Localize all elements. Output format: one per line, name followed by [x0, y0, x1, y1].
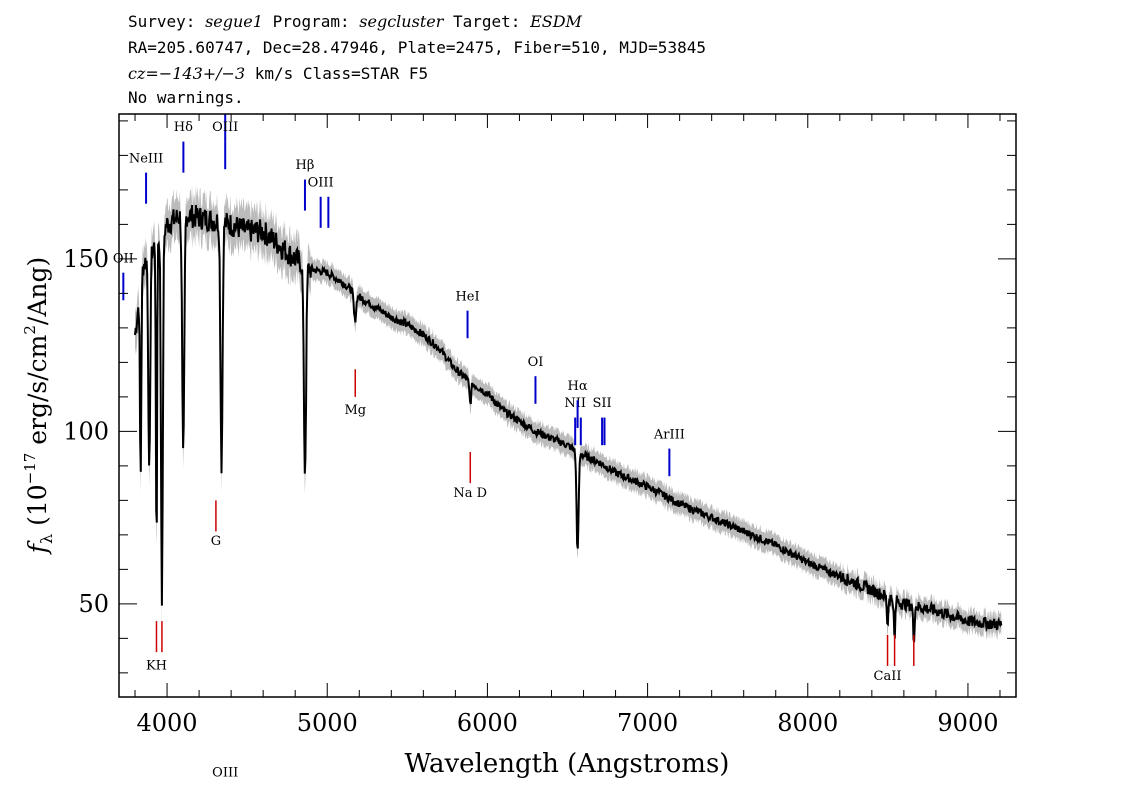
- y-label-square: 2: [21, 325, 39, 335]
- emission-line-label: Hβ: [296, 158, 315, 173]
- cz-value: −143+/−3: [158, 64, 246, 83]
- cz-label: cz=: [128, 64, 159, 83]
- emission-line-label: HeI: [455, 289, 479, 304]
- emission-line-label: OI: [528, 355, 544, 370]
- y-label-f: f: [23, 540, 52, 555]
- y-label-subscript: λ: [37, 534, 56, 544]
- y-tick-label: 150: [63, 245, 109, 273]
- y-label-part-b: erg/s/cm: [23, 334, 52, 452]
- absorption-line-label: Mg: [344, 403, 366, 418]
- absorption-line-label: KH: [146, 658, 167, 673]
- emission-line-label: Hδ: [174, 120, 193, 135]
- y-tick-label: 50: [78, 590, 109, 618]
- x-tick-label: 9000: [937, 709, 998, 737]
- emission-line-label: ArIII: [653, 427, 685, 442]
- plot-frame: [118, 113, 1017, 698]
- header-line-warnings: No warnings.: [128, 88, 244, 107]
- survey-label: Survey:: [128, 12, 196, 31]
- x-tick-label: 6000: [457, 709, 518, 737]
- axis-ticks: 4000 5000 6000 7000 8000 9000 50 100 150: [63, 114, 1016, 737]
- x-tick-label: 4000: [137, 709, 198, 737]
- emission-line-label: OIII: [308, 175, 334, 190]
- header-line-redshift: cz=−143+/−3 km/s Class=STAR F5: [128, 64, 428, 84]
- absorption-line-label: G: [211, 534, 221, 549]
- absorption-line-label: Na D: [453, 486, 487, 501]
- survey-value: segue1: [205, 12, 263, 31]
- error-band-area: [135, 184, 1002, 653]
- program-label: Program:: [272, 12, 350, 31]
- line-markers: OIINeIIIHδOIIIOIIIHβOIIIHeIOINIIHαSIIArI…: [113, 114, 915, 780]
- emission-line-label: NII: [564, 396, 586, 411]
- header-line-survey: Survey: segue1 Program: segcluster Targe…: [128, 12, 582, 32]
- emission-line-label: OIII: [212, 120, 238, 135]
- x-tick-label: 5000: [297, 709, 358, 737]
- spectrum-series: [134, 204, 1003, 643]
- emission-line-label: OIII: [212, 765, 238, 780]
- y-label-exponent: −17: [21, 453, 39, 485]
- emission-line-label: SII: [593, 396, 612, 411]
- y-label-part-a: (10: [23, 484, 52, 534]
- y-tick-label: 100: [63, 417, 109, 445]
- error-band: [135, 184, 1002, 653]
- x-tick-label: 7000: [617, 709, 678, 737]
- program-value: segcluster: [359, 12, 444, 31]
- x-axis-label: Wavelength (Angstroms): [405, 749, 730, 779]
- absorption-line-label: CaII: [874, 669, 902, 684]
- spectrum-line: [134, 204, 1003, 643]
- y-axis-label: fλ (10−17 erg/s/cm2/Ang): [21, 257, 56, 556]
- header-line-coordinates: RA=205.60747, Dec=28.47946, Plate=2475, …: [128, 38, 706, 57]
- y-label-part-c: /Ang): [23, 257, 52, 325]
- target-value: ESDM: [530, 12, 582, 31]
- emission-line-label: NeIII: [129, 151, 163, 166]
- emission-line-label: Hα: [568, 379, 588, 394]
- class-text: km/s Class=STAR F5: [245, 64, 429, 83]
- x-tick-label: 8000: [777, 709, 838, 737]
- target-label: Target:: [453, 12, 521, 31]
